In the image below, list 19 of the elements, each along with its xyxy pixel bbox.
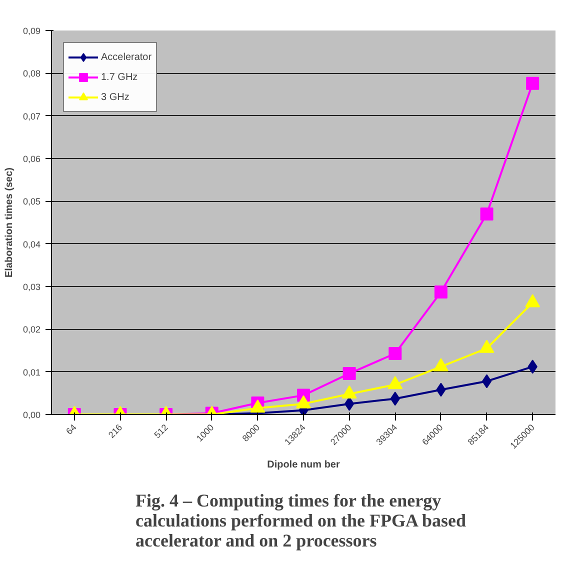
y-tick-label: 0,00	[22, 410, 41, 420]
legend-label: Accelerator	[101, 50, 152, 64]
y-tick-label: 0,01	[22, 367, 41, 378]
legend-label: 1.7 GHz	[101, 70, 138, 84]
y-tick-label: 0,06	[22, 154, 41, 164]
x-tick-label: 512	[152, 422, 170, 440]
x-tick-label: 216	[106, 422, 124, 440]
text: Fig. 4 – Computing times for the energy calculations performed on the FPGA based accelerator and on 2 processors	[136, 490, 466, 550]
legend-label: 3 GHz	[101, 90, 130, 104]
y-tick-label: 0,09	[22, 26, 41, 36]
y-tick-label: 0,08	[22, 68, 41, 79]
y-tick-label: 0,07	[22, 111, 41, 122]
x-tick-label: 64	[64, 422, 78, 436]
y-tick-label: 0,04	[22, 239, 41, 250]
x-axis-title: Dipole num ber	[267, 460, 340, 471]
y-axis-title: Elaboration times (sec)	[4, 167, 15, 278]
y-tick-label: 0,05	[22, 196, 41, 207]
y-tick-label: 0,03	[22, 282, 41, 292]
y-tick-label: 0,02	[22, 324, 41, 335]
